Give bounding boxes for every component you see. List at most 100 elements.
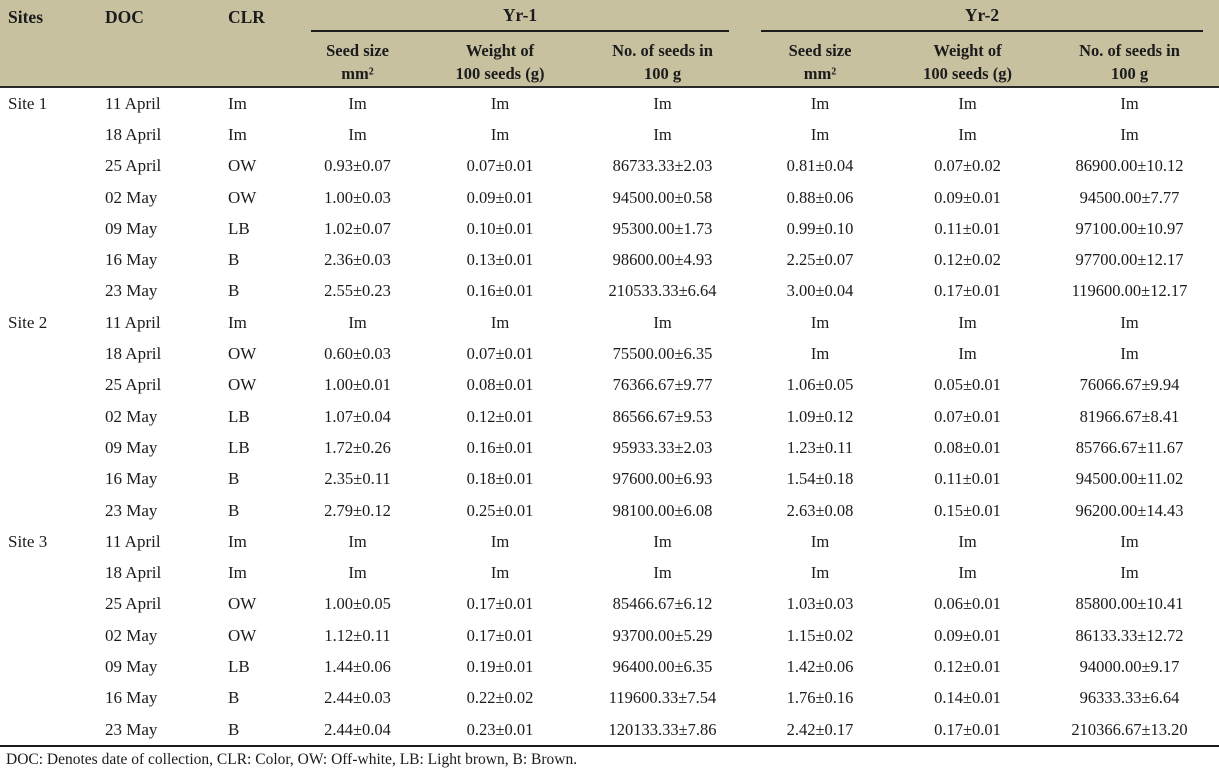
table-row: 02 May LB 1.07±0.04 0.12±0.01 86566.67±9… xyxy=(0,401,1219,432)
yr1-seed-size-cell: Im xyxy=(348,124,367,144)
doc-cell: 09 May xyxy=(105,437,158,457)
yr2-weight-cell: Im xyxy=(958,344,977,364)
yr1-weight-cell: 0.09±0.01 xyxy=(466,187,534,207)
yr2-seed-count-cell: 85800.00±10.41 xyxy=(1075,594,1184,614)
table-row: 09 May LB 1.02±0.07 0.10±0.01 95300.00±1… xyxy=(0,213,1219,244)
table-row: 16 May B 2.35±0.11 0.18±0.01 97600.00±6.… xyxy=(0,464,1219,495)
yr2-seed-size-cell: 1.06±0.05 xyxy=(786,375,854,395)
site-cell xyxy=(0,683,100,714)
clr-cell: LB xyxy=(228,218,250,238)
doc-cell: 16 May xyxy=(105,250,158,270)
table-row: 18 April Im Im Im Im Im Im Im xyxy=(0,557,1219,588)
clr-cell: Im xyxy=(228,531,247,551)
table-row: 09 May LB 1.72±0.26 0.16±0.01 95933.33±2… xyxy=(0,432,1219,463)
table-footnote: DOC: Denotes date of collection, CLR: Co… xyxy=(0,745,1219,769)
yr2-seed-size-cell: 1.54±0.18 xyxy=(786,469,854,489)
yr1-seed-count-cell: 85466.67±6.12 xyxy=(612,594,713,614)
col-group-yr2: Yr-2 xyxy=(745,0,1219,32)
yr1-weight-cell: Im xyxy=(490,312,510,332)
clr-cell: LB xyxy=(228,437,250,457)
doc-cell: 25 April xyxy=(105,594,162,614)
yr1-seed-size-cell: 2.44±0.03 xyxy=(324,688,391,708)
site-cell xyxy=(0,651,100,682)
yr2-weight-cell: 0.12±0.02 xyxy=(934,250,1001,270)
header-line: 100 seeds (g) xyxy=(455,64,545,84)
yr2-seed-size-cell: Im xyxy=(810,531,830,551)
yr1-weight-cell: 0.16±0.01 xyxy=(466,437,534,457)
yr1-seed-size-cell: 2.44±0.04 xyxy=(324,719,391,739)
yr1-weight-cell: 0.12±0.01 xyxy=(466,406,534,426)
clr-cell: OW xyxy=(228,156,257,176)
yr2-seed-size-cell: Im xyxy=(810,93,830,113)
clr-cell: OW xyxy=(228,187,257,207)
yr1-seed-count-cell: 75500.00±6.35 xyxy=(612,344,713,364)
yr1-seed-count-cell: 86566.67±9.53 xyxy=(612,406,713,426)
table-row: 16 May B 2.44±0.03 0.22±0.02 119600.33±7… xyxy=(0,683,1219,714)
yr1-seed-size-cell: 1.02±0.07 xyxy=(324,218,391,238)
doc-cell: 09 May xyxy=(105,656,158,676)
yr2-weight-cell: 0.06±0.01 xyxy=(934,594,1001,614)
header-line: mm² xyxy=(803,64,837,84)
site-cell xyxy=(0,182,100,213)
yr1-seed-size-cell: 2.36±0.03 xyxy=(324,250,391,270)
yr2-seed-count-cell: 96200.00±14.43 xyxy=(1075,500,1184,520)
col-header-sites: Sites xyxy=(0,0,100,88)
col-header-yr1-seed-count: No. of seeds in 100 g xyxy=(580,32,746,88)
clr-cell: LB xyxy=(228,656,250,676)
yr2-seed-size-cell: 1.23±0.11 xyxy=(786,437,854,457)
yr2-seed-size-cell: Im xyxy=(810,312,830,332)
table-row: 09 May LB 1.44±0.06 0.19±0.01 96400.00±6… xyxy=(0,651,1219,682)
doc-cell: 16 May xyxy=(105,469,158,489)
yr2-seed-size-cell: 2.63±0.08 xyxy=(786,500,854,520)
doc-cell: 23 May xyxy=(105,281,158,301)
site-cell xyxy=(0,557,100,588)
yr1-seed-size-cell: 1.07±0.04 xyxy=(324,406,391,426)
table-row: 23 May B 2.79±0.12 0.25±0.01 98100.00±6.… xyxy=(0,495,1219,526)
site-cell: Site 2 xyxy=(8,312,48,332)
yr2-seed-size-cell: 2.42±0.17 xyxy=(786,719,854,739)
yr1-weight-cell: 0.17±0.01 xyxy=(466,594,534,614)
yr1-seed-count-cell: Im xyxy=(653,124,672,144)
yr1-weight-cell: 0.13±0.01 xyxy=(466,250,534,270)
header-line: 100 g xyxy=(1110,64,1149,84)
yr2-seed-count-cell: Im xyxy=(1120,563,1139,583)
yr2-seed-count-cell: 119600.00±12.17 xyxy=(1071,281,1188,301)
yr1-weight-cell: 0.18±0.01 xyxy=(466,469,534,489)
yr1-seed-size-cell: 1.44±0.06 xyxy=(324,656,391,676)
doc-cell: 23 May xyxy=(105,719,158,739)
yr1-weight-cell: 0.16±0.01 xyxy=(466,281,534,301)
yr1-seed-count-cell: Im xyxy=(653,531,672,551)
table-row: 02 May OW 1.00±0.03 0.09±0.01 94500.00±0… xyxy=(0,182,1219,213)
yr2-weight-cell: 0.09±0.01 xyxy=(934,187,1001,207)
site-cell xyxy=(0,151,100,182)
yr1-seed-size-cell: 0.60±0.03 xyxy=(324,344,391,364)
col-header-yr2-seed-size: Seed size mm² xyxy=(745,32,896,88)
clr-cell: B xyxy=(228,500,240,520)
clr-cell: OW xyxy=(228,594,257,614)
yr2-weight-cell: 0.15±0.01 xyxy=(934,500,1001,520)
yr2-seed-size-cell: 1.03±0.03 xyxy=(786,594,854,614)
doc-cell: 18 April xyxy=(105,344,162,364)
yr1-weight-cell: 0.25±0.01 xyxy=(466,500,534,520)
col-header-yr2-seed-count: No. of seeds in 100 g xyxy=(1040,32,1219,88)
yr2-seed-count-cell: Im xyxy=(1120,312,1139,332)
col-header-yr2-weight: Weight of 100 seeds (g) xyxy=(895,32,1041,88)
yr1-seed-count-cell: 95933.33±2.03 xyxy=(612,437,713,457)
yr1-seed-count-cell: Im xyxy=(653,93,672,113)
yr2-weight-cell: 0.14±0.01 xyxy=(934,688,1001,708)
yr1-seed-size-cell: 2.35±0.11 xyxy=(324,469,391,489)
yr1-weight-cell: Im xyxy=(490,563,510,583)
yr1-seed-size-cell: 2.55±0.23 xyxy=(324,281,391,301)
table-row: 18 April Im Im Im Im Im Im Im xyxy=(0,119,1219,150)
yr1-seed-size-cell: 1.00±0.01 xyxy=(324,375,391,395)
header-line: Seed size xyxy=(788,41,852,60)
header-row-groups: Sites DOC CLR Yr-1 Yr-2 xyxy=(0,0,1219,88)
yr2-seed-count-cell: 94500.00±7.77 xyxy=(1079,187,1180,207)
header-line: 100 g xyxy=(643,64,682,84)
site-cell xyxy=(0,244,100,275)
col-header-yr1-weight: Weight of 100 seeds (g) xyxy=(420,32,580,88)
yr1-seed-count-cell: 97600.00±6.93 xyxy=(612,469,713,489)
yr2-weight-cell: Im xyxy=(958,563,977,583)
yr1-weight-cell: Im xyxy=(490,93,510,113)
